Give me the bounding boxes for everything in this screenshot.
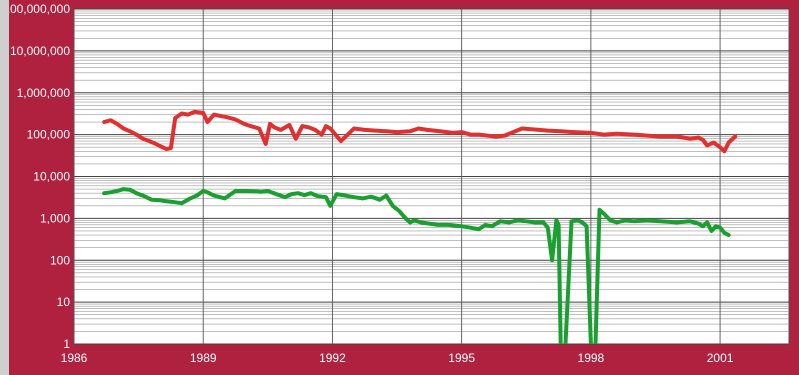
y-tick-label: 10,000: [33, 170, 70, 184]
x-tick-label: 1989: [190, 351, 217, 365]
major-gridlines: [73, 8, 789, 345]
y-tick-label: 1: [63, 337, 70, 351]
line-chart: 1 10 100 1,000 10,000 100,000 1,000,000 10,000,…: [9, 2, 790, 365]
y-tick-label: 1,000: [40, 211, 70, 225]
x-tick-label: 1995: [448, 351, 475, 365]
minor-gridlines: [74, 10, 789, 332]
x-tick-label: 1998: [578, 351, 605, 365]
chart-frame: 1 10 100 1,000 10,000 100,000 1,000,000 10,000,…: [9, 0, 799, 375]
y-tick-label: 100,000,000: [9, 2, 70, 16]
y-tick-label: 100: [50, 253, 70, 267]
y-tick-label: 10: [57, 295, 71, 309]
x-tick-label: 1992: [319, 351, 346, 365]
y-tick-label: 10,000,000: [10, 44, 70, 58]
series-lines: [102, 109, 738, 344]
x-axis-tick-labels: 1986 1989 1992 1995 1998 2001: [61, 351, 734, 365]
y-axis-tick-labels: 1 10 100 1,000 10,000 100,000 1,000,000 10,000,…: [9, 2, 70, 351]
series-line-1: [102, 109, 738, 154]
x-tick-label: 1986: [61, 351, 88, 365]
series-line-2: [102, 187, 731, 344]
x-tick-label: 2001: [707, 351, 734, 365]
y-tick-label: 100,000: [27, 128, 71, 142]
y-tick-label: 1,000,000: [17, 86, 71, 100]
